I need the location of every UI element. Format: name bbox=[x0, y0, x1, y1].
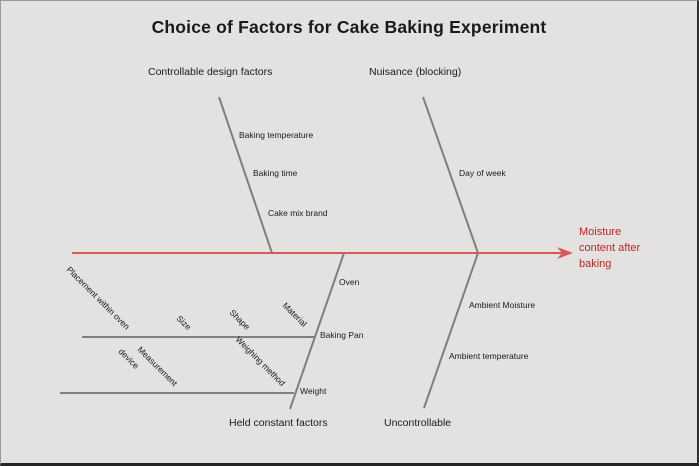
effect-label-line1: Moisture bbox=[579, 226, 622, 238]
nuisance-branch-line bbox=[422, 96, 479, 254]
controllable-branch-line bbox=[218, 96, 273, 254]
held-constant-branch-line bbox=[289, 252, 345, 410]
cause-label-weight: Weight bbox=[300, 386, 327, 396]
effect-label-line3: baking bbox=[579, 258, 612, 270]
diagram-title: Choice of Factors for Cake Baking Experi… bbox=[151, 17, 547, 37]
cause-label-baking-time: Baking time bbox=[253, 168, 298, 178]
cause-label-baking-temperature: Baking temperature bbox=[239, 130, 314, 140]
category-label-held-constant: Held constant factors bbox=[229, 417, 328, 429]
spine-arrow-icon bbox=[557, 247, 573, 259]
category-label-nuisance: Nuisance (blocking) bbox=[369, 66, 462, 78]
uncontrollable-branch-line bbox=[423, 252, 479, 409]
cause-label-baking-pan: Baking Pan bbox=[320, 330, 364, 340]
effect-label: Moisture content after baking bbox=[579, 224, 640, 272]
cause-label-ambient-temperature: Ambient temperature bbox=[449, 351, 529, 361]
cause-label-ambient-moisture: Ambient Moisture bbox=[469, 300, 536, 310]
effect-label-line2: content after bbox=[579, 242, 641, 254]
category-label-uncontrollable: Uncontrollable bbox=[384, 417, 452, 429]
cause-label-oven: Oven bbox=[339, 277, 360, 287]
cause-label-cake-mix-brand: Cake mix brand bbox=[268, 208, 328, 218]
cause-label-day-of-week: Day of week bbox=[459, 168, 506, 178]
category-label-controllable: Controllable design factors bbox=[148, 66, 273, 78]
